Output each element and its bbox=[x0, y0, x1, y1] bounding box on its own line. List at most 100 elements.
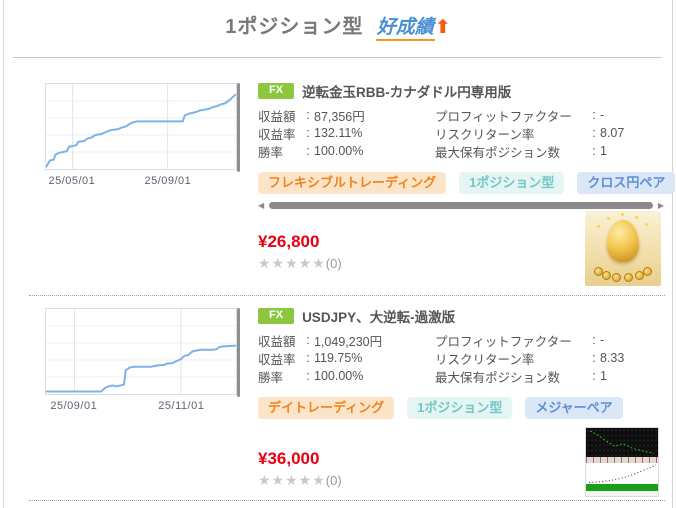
mt4-footer-strip bbox=[586, 490, 658, 496]
stat-row: リスクリターン率:8.07 bbox=[435, 124, 664, 142]
product-card: 25/09/01 25/11/01 FX USDJPY、大逆転-過激版 収益額:1… bbox=[0, 303, 676, 500]
good-results-link[interactable]: 好成績 bbox=[375, 17, 435, 41]
page-right-border bbox=[672, 0, 673, 508]
tag-currency-pair[interactable]: クロス円ペア bbox=[577, 172, 676, 194]
stat-value: 100.00% bbox=[314, 144, 364, 158]
stat-colon: : bbox=[592, 108, 596, 122]
up-arrow-icon: ⬆ bbox=[434, 17, 451, 38]
stats-block: 収益額:87,356円 収益率:132.11% 勝率:100.00% プロフィッ… bbox=[258, 106, 664, 160]
chart-x-axis-labels: 25/09/01 25/11/01 bbox=[45, 400, 237, 414]
header-divider bbox=[13, 57, 662, 58]
equity-curve-svg bbox=[45, 84, 237, 169]
stat-label: 勝率 bbox=[258, 370, 284, 385]
stat-row: プロフィットファクター: - bbox=[435, 331, 664, 349]
stat-value: 132.11% bbox=[314, 126, 363, 140]
review-count: (0) bbox=[325, 473, 342, 488]
tag-horizontal-scrollbar[interactable]: ◀ ▶ bbox=[258, 201, 664, 210]
stat-colon: : bbox=[592, 333, 596, 347]
stat-label: 収益率 bbox=[258, 352, 296, 367]
equity-chart bbox=[45, 308, 237, 395]
stat-value: - bbox=[600, 108, 605, 122]
stat-label: 収益率 bbox=[258, 127, 296, 142]
scrollbar-thumb[interactable] bbox=[269, 202, 653, 209]
chart-vertical-scrollbar[interactable] bbox=[237, 83, 240, 172]
scroll-right-icon[interactable]: ▶ bbox=[657, 201, 664, 210]
stat-colon: : bbox=[592, 126, 596, 140]
sparkle-icon bbox=[621, 213, 624, 216]
stat-row: 収益率:119.75% bbox=[258, 349, 435, 367]
chart-x-axis-labels: 25/05/01 25/09/01 bbox=[45, 175, 237, 189]
product-price: ¥36,000 bbox=[258, 449, 320, 468]
stat-value: 1 bbox=[600, 144, 607, 158]
stat-label: 収益額 bbox=[258, 334, 296, 349]
product-title[interactable]: 逆転金玉RBB-カナダドル円専用版 bbox=[302, 84, 512, 100]
stat-colon: : bbox=[592, 351, 596, 365]
review-count: (0) bbox=[325, 256, 342, 271]
coin-icon bbox=[602, 271, 611, 280]
stat-label: リスクリターン率 bbox=[435, 127, 535, 142]
section-title: 1ポジション型 bbox=[225, 16, 364, 38]
coin-icon bbox=[643, 267, 652, 276]
tag-trading-style[interactable]: フレキシブルトレーディング bbox=[258, 172, 447, 194]
stat-label: プロフィットファクター bbox=[435, 109, 572, 124]
equity-curve-svg bbox=[46, 309, 237, 394]
stars-icon: ★★★★★ bbox=[258, 472, 326, 488]
product-card: 25/05/01 25/09/01 FX 逆転金玉RBB-カナダドル円専用版 収益… bbox=[0, 78, 676, 295]
stats-left-column: 収益額:1,049,230円 収益率:119.75% 勝率:100.00% bbox=[258, 331, 435, 385]
dotted-divider bbox=[29, 500, 665, 501]
product-price: ¥26,800 bbox=[258, 232, 320, 251]
sparkle-icon bbox=[607, 217, 610, 220]
star-rating: ★★★★★(0) bbox=[258, 255, 664, 272]
stat-value: 119.75% bbox=[314, 351, 363, 365]
stat-colon: : bbox=[306, 126, 310, 140]
stat-row: 収益額:1,049,230円 bbox=[258, 331, 435, 349]
stat-row: リスクリターン率:8.33 bbox=[435, 349, 664, 367]
product-details: FX USDJPY、大逆転-過激版 収益額:1,049,230円 収益率:119… bbox=[258, 307, 664, 489]
sparkle-icon bbox=[645, 223, 648, 226]
chart-vertical-scrollbar[interactable] bbox=[237, 308, 240, 397]
mt4-green-bar bbox=[586, 483, 658, 491]
coin-icon bbox=[612, 273, 621, 282]
stat-value: 87,356円 bbox=[314, 109, 365, 124]
x-axis-label: 25/11/01 bbox=[158, 400, 205, 412]
stats-block: 収益額:1,049,230円 収益率:119.75% 勝率:100.00% プロ… bbox=[258, 331, 664, 385]
stat-row: 最大保有ポジション数:1 bbox=[435, 142, 664, 160]
stat-colon: : bbox=[306, 108, 310, 122]
x-axis-label: 25/09/01 bbox=[50, 400, 98, 412]
stat-label: 最大保有ポジション数 bbox=[435, 145, 561, 160]
stat-label: 勝率 bbox=[258, 145, 284, 160]
stat-row: 最大保有ポジション数:1 bbox=[435, 367, 664, 385]
tag-position-type[interactable]: 1ポジション型 bbox=[459, 172, 565, 194]
product-title[interactable]: USDJPY、大逆転-過激版 bbox=[302, 309, 456, 325]
tag-list: デイトレーディング 1ポジション型 メジャーペア bbox=[258, 397, 664, 419]
stat-colon: : bbox=[306, 144, 310, 158]
dotted-divider bbox=[29, 295, 665, 296]
stat-value: 8.07 bbox=[600, 126, 625, 140]
mt4-green-curve-icon bbox=[589, 430, 655, 454]
stats-right-column: プロフィットファクター: - リスクリターン率:8.33 最大保有ポジション数:1 bbox=[435, 331, 664, 385]
stat-row: 収益額:87,356円 bbox=[258, 106, 435, 124]
mt4-price-chart-area bbox=[586, 428, 658, 457]
stat-label: プロフィットファクター bbox=[435, 334, 572, 349]
stats-right-column: プロフィットファクター: - リスクリターン率:8.07 最大保有ポジション数:1 bbox=[435, 106, 664, 160]
scroll-left-icon[interactable]: ◀ bbox=[258, 201, 265, 210]
stat-colon: : bbox=[592, 144, 596, 158]
x-axis-label: 25/05/01 bbox=[48, 175, 96, 187]
stats-left-column: 収益額:87,356円 収益率:132.11% 勝率:100.00% bbox=[258, 106, 435, 160]
product-title-row: FX 逆転金玉RBB-カナダドル円専用版 bbox=[258, 82, 664, 100]
stat-row: 勝率:100.00% bbox=[258, 367, 435, 385]
golden-egg-icon bbox=[607, 220, 639, 262]
stat-row: 勝率:100.00% bbox=[258, 142, 435, 160]
stat-label: リスクリターン率 bbox=[435, 352, 535, 367]
tag-trading-style[interactable]: デイトレーディング bbox=[258, 397, 395, 419]
stat-value: 100.00% bbox=[314, 369, 364, 383]
product-title-row: FX USDJPY、大逆転-過激版 bbox=[258, 307, 664, 325]
tag-currency-pair[interactable]: メジャーペア bbox=[525, 397, 623, 419]
product-thumbnail-golden-egg[interactable] bbox=[585, 211, 661, 286]
mt4-toolbar-strip bbox=[586, 456, 658, 463]
stat-colon: : bbox=[306, 351, 310, 365]
product-thumbnail-backtest-chart[interactable] bbox=[585, 427, 659, 497]
stat-value: 1 bbox=[600, 369, 607, 383]
tag-position-type[interactable]: 1ポジション型 bbox=[407, 397, 513, 419]
